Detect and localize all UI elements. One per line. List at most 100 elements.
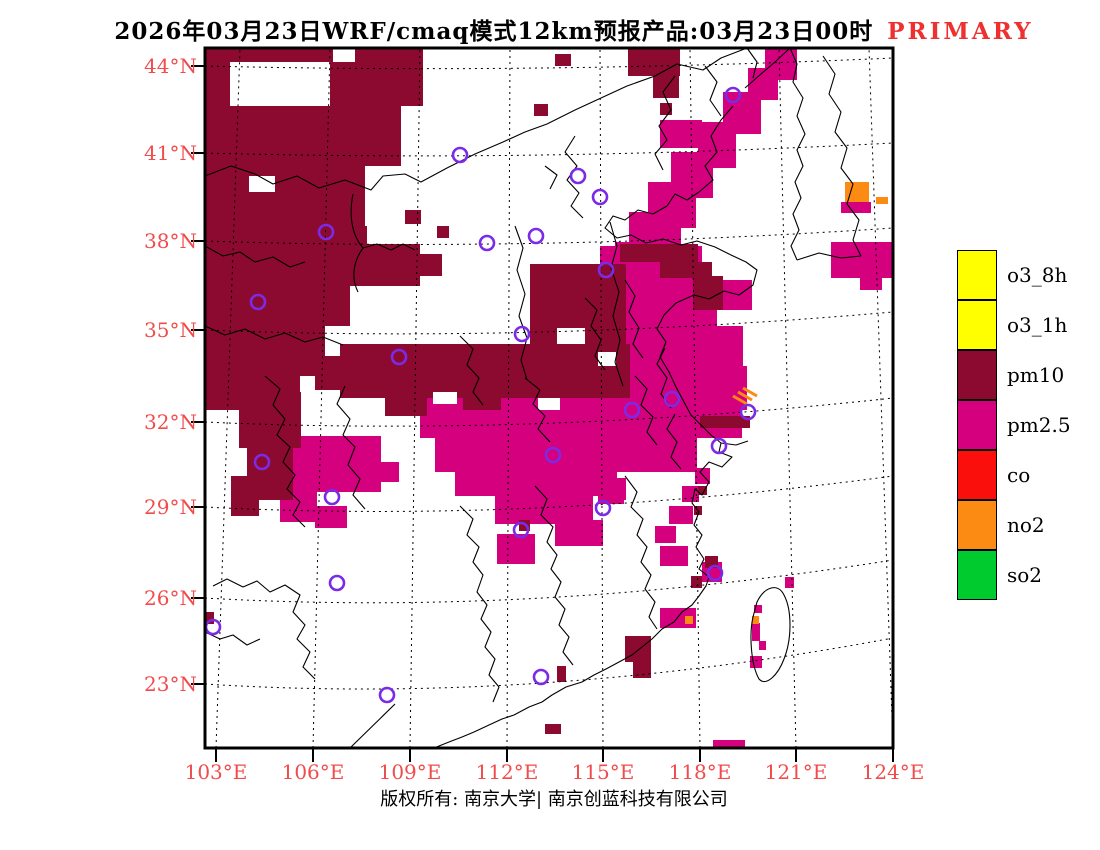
lat-label: 32°N — [144, 410, 197, 434]
graticule-meridian — [409, 47, 421, 749]
province-boundary — [204, 578, 316, 680]
legend-item: so2 — [957, 550, 1042, 600]
city-marker — [478, 234, 496, 252]
legend-label: pm2.5 — [1007, 413, 1071, 437]
city-marker — [328, 574, 346, 592]
pm25-region-cell — [831, 242, 893, 278]
legend-item: co — [957, 450, 1030, 500]
city-marker — [378, 686, 396, 704]
pm10-region-cell — [300, 244, 420, 286]
pm10-region-cell — [519, 520, 530, 531]
no2-hatch — [742, 386, 758, 398]
city-marker — [451, 146, 469, 164]
city-marker — [623, 401, 641, 419]
lat-label: 41°N — [144, 141, 197, 165]
no2-region-cell — [685, 616, 693, 624]
province-boundary — [744, 47, 806, 261]
graticule-meridian — [215, 47, 241, 749]
graticule-parallel — [204, 142, 894, 157]
pm25-region-cell — [293, 436, 381, 492]
graticule-meridian — [868, 47, 894, 749]
clean-region-cell — [538, 398, 560, 410]
pm10-region-cell — [660, 262, 712, 278]
pm10-region-cell — [437, 226, 449, 238]
pm10-region-cell — [385, 398, 427, 416]
legend-label: co — [1007, 463, 1031, 487]
pm10-region-cell — [205, 612, 214, 624]
no2-region-cell — [845, 182, 869, 202]
graticule-parallel — [204, 311, 894, 335]
province-boundary — [459, 475, 658, 703]
title-main: 2026年03月23日WRF/cmaq模式12km预报产品:03月23日00时 — [114, 18, 874, 45]
legend-swatch — [957, 550, 997, 600]
pm10-region-cell — [410, 254, 442, 276]
legend-item: o3_8h — [957, 250, 1067, 300]
pm10-region-cell — [557, 666, 566, 682]
legend-label: pm10 — [1007, 363, 1065, 387]
pm10-region-cell — [205, 286, 350, 326]
pm10-region-cell — [205, 326, 325, 376]
legend-label: so2 — [1007, 563, 1043, 587]
pm10-region-cell — [205, 166, 365, 226]
pm10-region-cell — [700, 416, 750, 428]
pm10-region-cell — [205, 48, 333, 62]
lon-label: 112°E — [475, 760, 539, 784]
primary-pollutant-badge: PRIMARY — [887, 18, 1034, 45]
legend-swatch — [957, 500, 997, 550]
pm10-region-cell — [301, 106, 401, 166]
province-boundary — [796, 55, 862, 261]
graticule-parallel — [204, 57, 894, 70]
lon-label: 106°E — [281, 760, 345, 784]
legend-item: no2 — [957, 500, 1045, 550]
map-area — [191, 46, 895, 762]
province-boundary — [634, 375, 682, 470]
no2-hatch — [732, 394, 748, 406]
city-marker — [706, 564, 724, 582]
pm10-region-cell — [625, 636, 651, 662]
legend-item: pm2.5 — [957, 400, 1071, 450]
lon-label: 109°E — [378, 760, 442, 784]
province-boundary — [204, 245, 344, 346]
graticule-meridian — [312, 47, 331, 749]
city-marker — [512, 521, 530, 539]
legend-swatch — [957, 400, 997, 450]
pm25-region-cell — [555, 520, 603, 546]
legend-item: pm10 — [957, 350, 1064, 400]
clean-region-cell — [598, 352, 616, 366]
lat-label: 35°N — [144, 318, 197, 342]
lat-label: 44°N — [144, 54, 197, 78]
graticule-parallel — [204, 637, 894, 690]
pm10-region-cell — [231, 476, 259, 516]
map-canvas — [191, 46, 895, 762]
lon-label: 118°E — [668, 760, 732, 784]
city-marker — [323, 488, 341, 506]
pm25-region-cell — [860, 278, 882, 290]
no2-region-cell — [876, 197, 888, 204]
province-boundary — [349, 703, 396, 749]
pm10-region-cell — [545, 724, 561, 734]
city-marker — [724, 86, 742, 104]
pm25-region-cell — [759, 641, 766, 650]
lon-label: 103°E — [184, 760, 248, 784]
graticule-meridian — [689, 47, 701, 749]
pm25-region-cell — [497, 534, 535, 564]
pm10-region-cell — [633, 662, 651, 678]
pm25-region-cell — [315, 506, 347, 528]
province-boundary — [433, 105, 758, 749]
province-boundary — [750, 587, 791, 683]
city-marker — [591, 188, 609, 206]
city-marker — [739, 403, 757, 421]
pm10-region-cell — [653, 76, 679, 98]
province-boundary — [459, 335, 551, 443]
pm10-region-cell — [355, 48, 423, 106]
pm25-region-cell — [660, 546, 688, 566]
legend-label: no2 — [1007, 513, 1045, 537]
lat-label: 23°N — [144, 672, 197, 696]
pm25-region-cell — [455, 470, 617, 496]
city-marker — [532, 668, 550, 686]
pm25-region-cell — [669, 506, 693, 524]
pm25-region-cell — [785, 577, 794, 588]
graticule-meridian — [506, 47, 511, 749]
pm10-region-cell — [620, 244, 698, 262]
